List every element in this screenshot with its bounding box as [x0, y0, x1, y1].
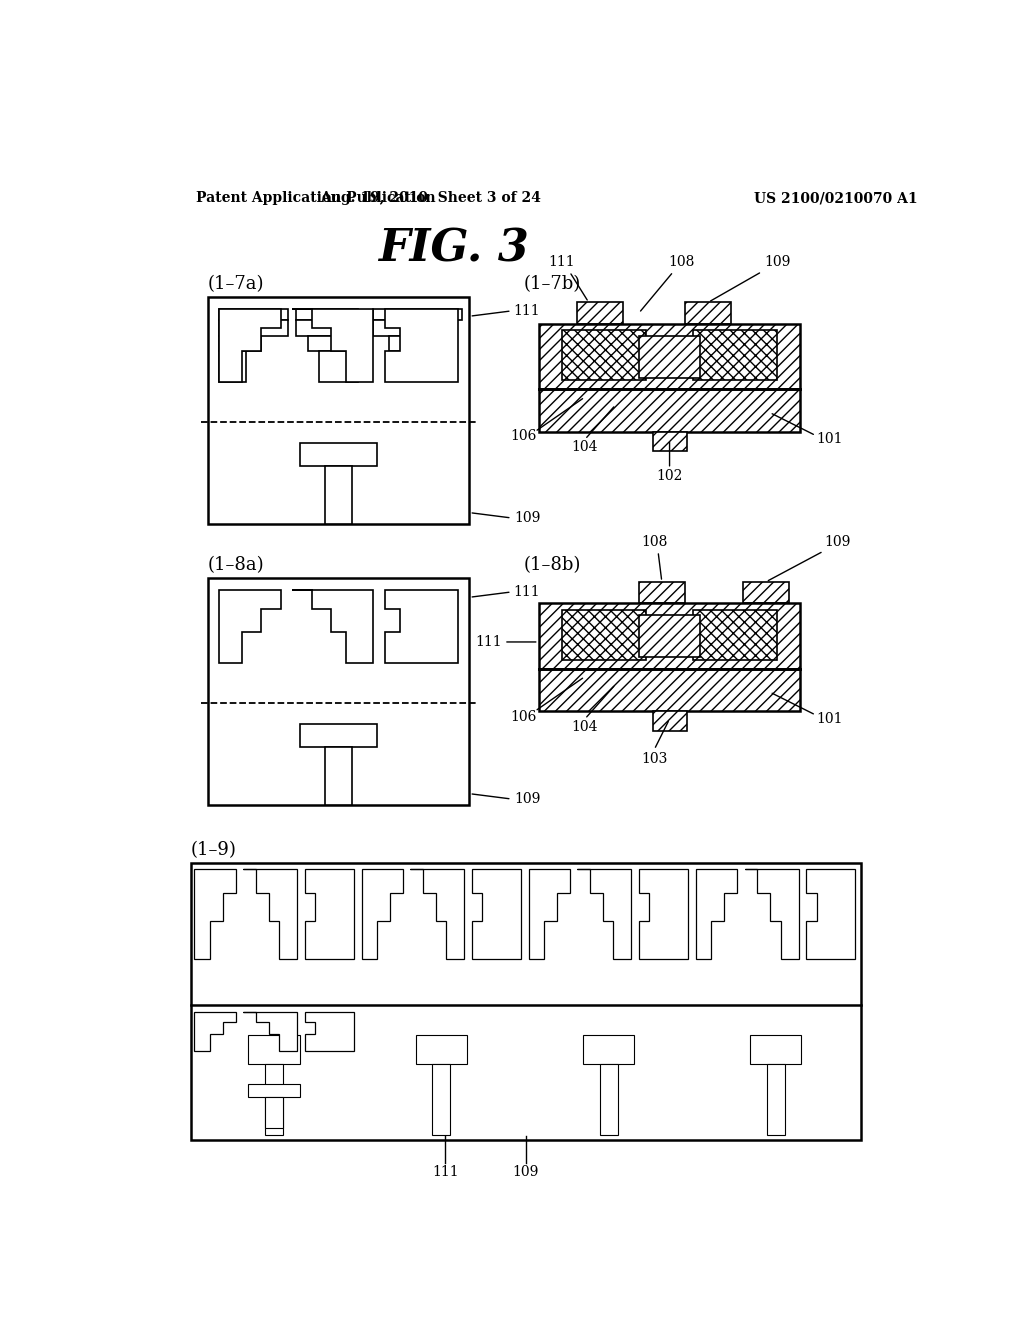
- Polygon shape: [195, 1011, 236, 1051]
- Text: (1–8a): (1–8a): [208, 556, 264, 574]
- Text: 103: 103: [641, 752, 668, 766]
- Text: US 2100/0210070 A1: US 2100/0210070 A1: [755, 191, 918, 206]
- Polygon shape: [292, 590, 373, 663]
- Text: 106: 106: [510, 710, 537, 723]
- Bar: [692, 610, 777, 660]
- Text: Patent Application Publication: Patent Application Publication: [196, 191, 435, 206]
- Bar: [300, 725, 377, 747]
- Bar: [219, 351, 246, 381]
- Bar: [208, 578, 469, 805]
- Text: 109: 109: [514, 792, 541, 807]
- Text: (1–9): (1–9): [190, 841, 237, 859]
- Bar: [265, 1064, 284, 1135]
- Polygon shape: [305, 869, 354, 960]
- Polygon shape: [244, 1011, 297, 1051]
- Bar: [326, 466, 352, 524]
- Text: 104: 104: [571, 440, 598, 454]
- Polygon shape: [472, 869, 521, 960]
- Bar: [562, 330, 646, 380]
- Text: 101: 101: [816, 433, 843, 446]
- Text: Aug. 19, 2010  Sheet 3 of 24: Aug. 19, 2010 Sheet 3 of 24: [321, 191, 542, 206]
- Bar: [249, 1084, 300, 1097]
- Bar: [750, 1035, 801, 1064]
- Polygon shape: [639, 869, 688, 960]
- Text: (1–7b): (1–7b): [523, 275, 581, 293]
- Text: 108: 108: [668, 255, 694, 269]
- Text: 109: 109: [824, 535, 851, 549]
- Polygon shape: [195, 869, 236, 960]
- Text: 102: 102: [656, 470, 683, 483]
- Bar: [578, 302, 624, 323]
- Text: 111: 111: [549, 255, 575, 269]
- Text: 109: 109: [764, 255, 791, 269]
- Polygon shape: [385, 309, 458, 381]
- Bar: [208, 297, 469, 524]
- Bar: [742, 582, 788, 603]
- Bar: [539, 603, 801, 669]
- Bar: [767, 1064, 784, 1135]
- Bar: [319, 351, 357, 381]
- Bar: [265, 1097, 284, 1127]
- Bar: [307, 335, 357, 351]
- Bar: [562, 610, 646, 660]
- Text: 109: 109: [512, 1166, 539, 1180]
- Polygon shape: [806, 869, 855, 960]
- Bar: [296, 321, 357, 335]
- Bar: [652, 711, 687, 730]
- Bar: [326, 747, 352, 805]
- Bar: [539, 669, 801, 711]
- Polygon shape: [305, 1011, 354, 1051]
- Bar: [639, 582, 685, 603]
- Polygon shape: [361, 869, 402, 960]
- Bar: [219, 321, 289, 335]
- Text: 104: 104: [571, 719, 598, 734]
- Text: 106: 106: [510, 429, 537, 442]
- Text: 111: 111: [475, 635, 502, 649]
- Text: 111: 111: [514, 304, 541, 318]
- Polygon shape: [744, 869, 799, 960]
- Bar: [190, 863, 860, 1140]
- Polygon shape: [244, 869, 297, 960]
- Bar: [219, 335, 261, 351]
- Text: 108: 108: [641, 535, 668, 549]
- Bar: [639, 335, 700, 378]
- Polygon shape: [695, 869, 737, 960]
- Bar: [296, 309, 357, 321]
- Text: 111: 111: [514, 585, 541, 599]
- Text: FIG. 3: FIG. 3: [379, 228, 529, 271]
- Bar: [639, 615, 700, 657]
- Text: 101: 101: [816, 711, 843, 726]
- Polygon shape: [385, 590, 458, 663]
- Bar: [583, 1035, 634, 1064]
- Bar: [539, 323, 801, 389]
- Bar: [219, 309, 289, 321]
- Bar: [692, 330, 777, 380]
- Text: 111: 111: [432, 1166, 459, 1180]
- Bar: [300, 444, 377, 466]
- Polygon shape: [578, 869, 632, 960]
- Bar: [373, 321, 435, 335]
- Bar: [388, 335, 435, 351]
- Polygon shape: [528, 869, 569, 960]
- Bar: [685, 302, 731, 323]
- Polygon shape: [219, 590, 281, 663]
- Bar: [432, 1064, 451, 1135]
- Bar: [416, 1035, 467, 1064]
- Bar: [249, 1035, 300, 1064]
- Polygon shape: [219, 309, 281, 381]
- Text: (1–7a): (1–7a): [208, 275, 264, 293]
- Polygon shape: [292, 309, 373, 381]
- Text: 109: 109: [514, 511, 541, 525]
- Bar: [652, 432, 687, 451]
- Bar: [600, 1064, 617, 1135]
- Bar: [539, 389, 801, 432]
- Bar: [373, 309, 462, 321]
- Polygon shape: [411, 869, 465, 960]
- Text: (1–8b): (1–8b): [523, 556, 581, 574]
